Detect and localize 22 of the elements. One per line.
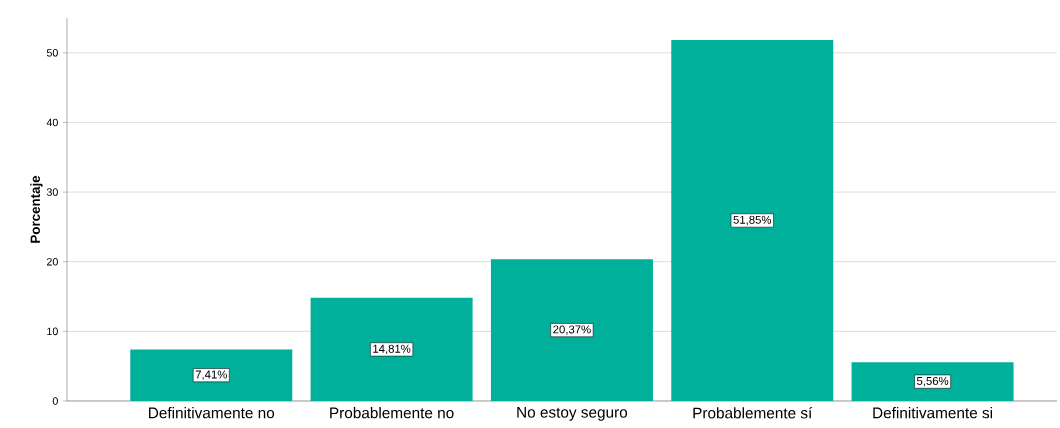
bar xyxy=(671,39,834,401)
data-label: 51,85% xyxy=(733,215,772,226)
data-label: 7,41% xyxy=(195,370,227,380)
data-label: 5,56% xyxy=(916,376,949,387)
y-tick-label: 40 xyxy=(46,118,58,127)
y-tick-label: 50 xyxy=(46,49,58,57)
bar xyxy=(130,349,293,401)
y-axis-title: Porcentaje xyxy=(30,175,43,243)
bar xyxy=(490,259,653,401)
x-tick-label: No estoy seguro xyxy=(517,407,628,421)
data-label: 20,37% xyxy=(553,325,591,335)
x-tick-label: Probablemente sí xyxy=(693,407,813,419)
x-tick-label: Definitivamente no xyxy=(149,407,275,419)
x-tick-label: Definitivamente si xyxy=(873,407,992,419)
bar xyxy=(851,362,1014,401)
data-label: 14,81% xyxy=(373,344,411,355)
y-tick-label: 10 xyxy=(47,327,58,336)
x-tick-label: Probablemente no xyxy=(330,407,454,419)
y-tick-label: 0 xyxy=(52,397,58,405)
y-tick-label: 30 xyxy=(46,188,58,196)
bar xyxy=(310,297,473,401)
y-tick-label: 20 xyxy=(46,257,58,266)
